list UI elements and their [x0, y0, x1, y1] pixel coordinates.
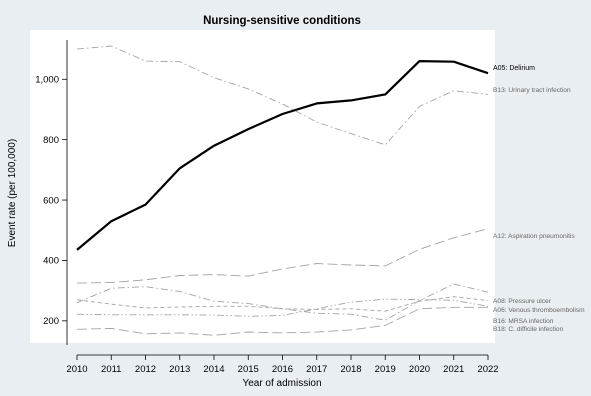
x-tick-label: 2012 — [135, 364, 156, 375]
x-tick-label: 2021 — [443, 364, 464, 375]
series-label-4: A06: Venous thromboembolism — [493, 307, 585, 314]
y-tick-label: 400 — [43, 256, 59, 267]
series-label-0: A05: Delirium — [493, 65, 535, 72]
x-axis-label: Year of admission — [242, 378, 321, 389]
x-tick-label: 2015 — [238, 364, 259, 375]
y-tick-label: 600 — [43, 195, 59, 206]
series-line-1 — [76, 45, 489, 146]
y-axis-label: Event rate (per 100,000) — [7, 139, 18, 247]
x-ticks: 2010 2011 2012 2013 2014 2015 2016 2017 2018 2019… — [66, 355, 499, 375]
series-label-3: A08: Pressure ulcer — [493, 298, 552, 305]
series-label-5: B16: MRSA infection — [493, 318, 554, 325]
x-tick-label: 2016 — [272, 364, 293, 375]
series-line-4 — [76, 296, 489, 312]
x-tick-label: 2013 — [169, 364, 190, 375]
y-tick-label: 200 — [43, 316, 59, 327]
y-tick-label: 800 — [43, 135, 59, 146]
x-tick-label: 2017 — [306, 364, 327, 375]
x-tick-label: 2019 — [375, 364, 396, 375]
x-tick-label: 2011 — [101, 364, 121, 375]
x-tick-label: 2020 — [409, 364, 430, 375]
series-line-3 — [76, 283, 489, 321]
y-tick-label: 1,000 — [35, 75, 59, 86]
x-tick-label: 2010 — [66, 364, 87, 375]
series-line-0 — [76, 59, 489, 251]
series-labels: A05: Delirium B13: Urinary tract infectio… — [493, 65, 585, 333]
x-tick-label: 2022 — [477, 364, 498, 375]
x-tick-label: 2018 — [340, 364, 361, 375]
series-label-2: A12: Aspiration pneumonitis — [493, 233, 575, 240]
series-label-1: B13: Urinary tract infection — [493, 87, 571, 94]
y-ticks: 200 400 600 800 1,000 — [35, 75, 67, 327]
series-lines — [76, 45, 489, 336]
plot-area — [30, 30, 495, 343]
series-label-6: B18: C. difficile infection — [493, 326, 564, 333]
x-tick-label: 2014 — [203, 364, 224, 375]
chart-title: Nursing-sensitive conditions — [203, 15, 361, 27]
